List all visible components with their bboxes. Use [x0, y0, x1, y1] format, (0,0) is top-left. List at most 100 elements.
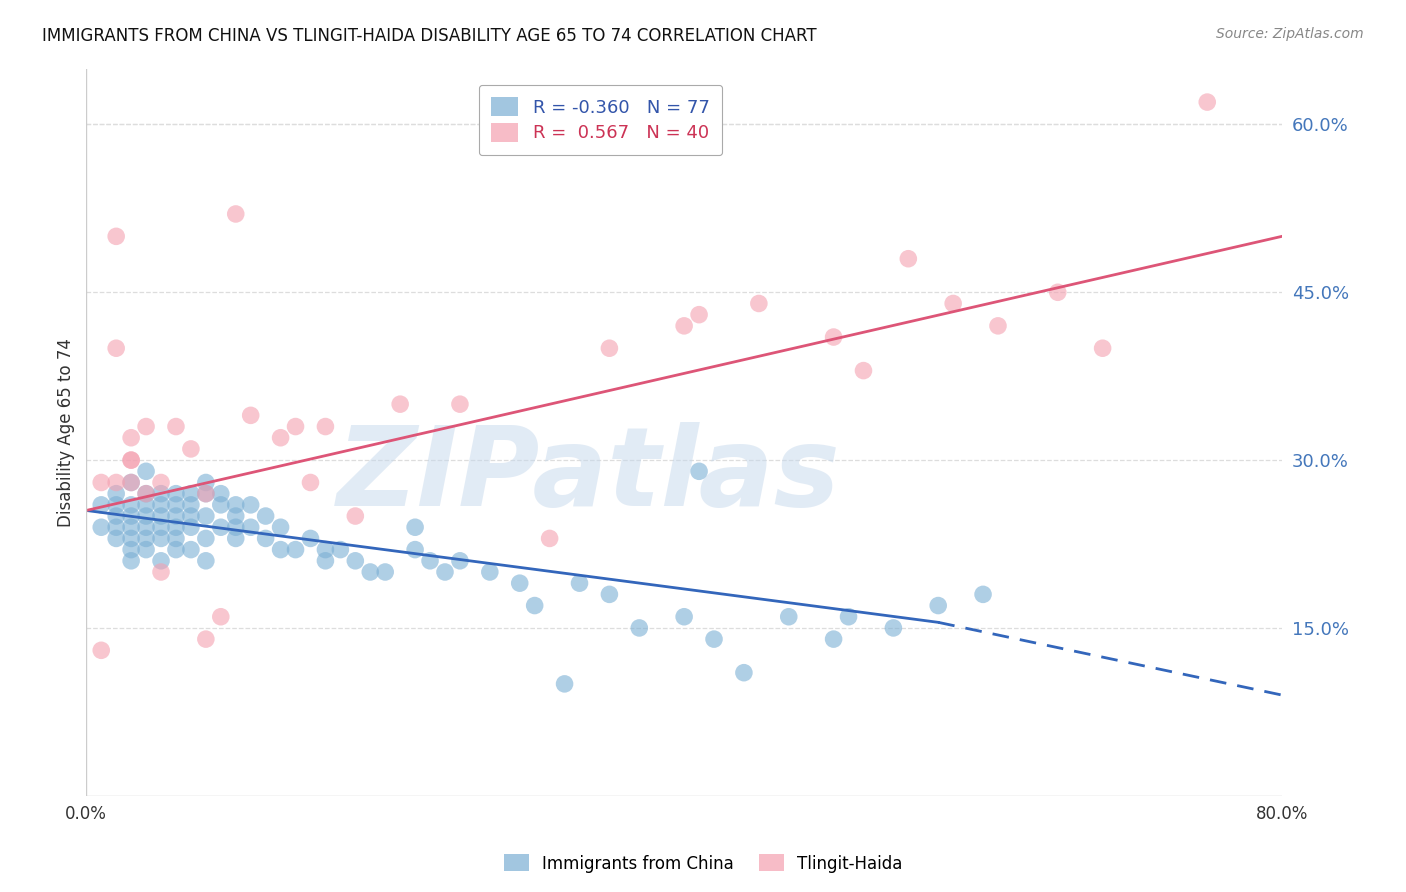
Point: [150, 554, 173, 568]
Point: [150, 509, 173, 524]
Point: [209, 486, 232, 500]
Point: [987, 318, 1010, 333]
Point: [314, 542, 336, 557]
Point: [194, 554, 217, 568]
Point: [194, 486, 217, 500]
Point: [150, 532, 173, 546]
Point: [554, 677, 576, 691]
Point: [838, 609, 860, 624]
Point: [180, 520, 202, 534]
Point: [120, 532, 142, 546]
Point: [194, 532, 217, 546]
Point: [523, 599, 546, 613]
Point: [823, 330, 845, 344]
Point: [194, 632, 217, 647]
Point: [105, 486, 128, 500]
Point: [225, 207, 247, 221]
Point: [180, 509, 202, 524]
Point: [165, 520, 187, 534]
Point: [1197, 95, 1219, 109]
Point: [90, 498, 112, 512]
Text: Source: ZipAtlas.com: Source: ZipAtlas.com: [1216, 27, 1364, 41]
Point: [150, 498, 173, 512]
Point: [942, 296, 965, 310]
Point: [135, 542, 157, 557]
Point: [120, 509, 142, 524]
Point: [135, 464, 157, 478]
Point: [209, 609, 232, 624]
Point: [299, 475, 322, 490]
Point: [90, 475, 112, 490]
Point: [135, 419, 157, 434]
Y-axis label: Disability Age 65 to 74: Disability Age 65 to 74: [58, 338, 75, 526]
Point: [209, 520, 232, 534]
Point: [90, 520, 112, 534]
Point: [628, 621, 651, 635]
Point: [150, 565, 173, 579]
Point: [180, 442, 202, 456]
Point: [105, 475, 128, 490]
Point: [897, 252, 920, 266]
Point: [284, 419, 307, 434]
Point: [120, 431, 142, 445]
Point: [120, 475, 142, 490]
Point: [135, 509, 157, 524]
Point: [284, 542, 307, 557]
Point: [538, 532, 561, 546]
Point: [180, 542, 202, 557]
Point: [404, 542, 426, 557]
Point: [823, 632, 845, 647]
Point: [509, 576, 531, 591]
Point: [568, 576, 591, 591]
Point: [1091, 341, 1114, 355]
Legend: R = -0.360   N = 77, R =  0.567   N = 40: R = -0.360 N = 77, R = 0.567 N = 40: [478, 85, 723, 155]
Point: [1046, 285, 1069, 300]
Point: [239, 409, 262, 423]
Point: [120, 453, 142, 467]
Point: [120, 453, 142, 467]
Point: [120, 475, 142, 490]
Point: [748, 296, 770, 310]
Point: [165, 542, 187, 557]
Point: [882, 621, 904, 635]
Point: [90, 643, 112, 657]
Point: [419, 554, 441, 568]
Point: [105, 532, 128, 546]
Point: [225, 498, 247, 512]
Point: [135, 520, 157, 534]
Point: [135, 532, 157, 546]
Point: [359, 565, 381, 579]
Point: [225, 532, 247, 546]
Point: [150, 475, 173, 490]
Point: [194, 486, 217, 500]
Point: [778, 609, 800, 624]
Point: [449, 397, 471, 411]
Point: [314, 554, 336, 568]
Point: [165, 498, 187, 512]
Point: [270, 520, 292, 534]
Point: [927, 599, 949, 613]
Point: [314, 419, 336, 434]
Point: [225, 520, 247, 534]
Point: [194, 475, 217, 490]
Point: [673, 318, 696, 333]
Point: [374, 565, 396, 579]
Point: [478, 565, 501, 579]
Point: [270, 542, 292, 557]
Point: [180, 486, 202, 500]
Point: [105, 229, 128, 244]
Point: [433, 565, 456, 579]
Point: [688, 308, 710, 322]
Point: [165, 419, 187, 434]
Point: [135, 486, 157, 500]
Point: [270, 431, 292, 445]
Point: [105, 520, 128, 534]
Point: [344, 509, 367, 524]
Point: [329, 542, 352, 557]
Point: [688, 464, 710, 478]
Point: [194, 509, 217, 524]
Point: [254, 509, 277, 524]
Point: [972, 587, 994, 601]
Point: [120, 520, 142, 534]
Point: [165, 532, 187, 546]
